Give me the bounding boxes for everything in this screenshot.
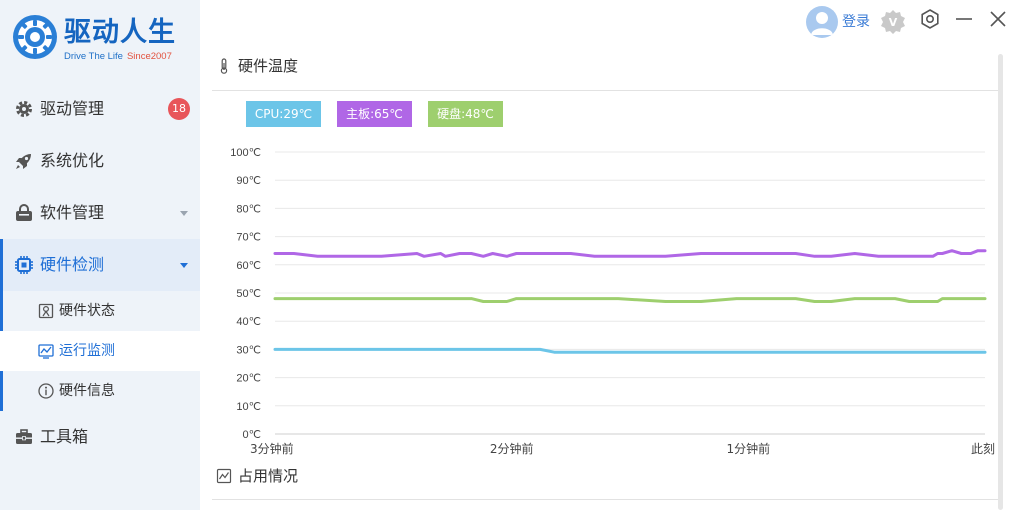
y-tick-label: 40℃ bbox=[236, 316, 261, 328]
scrollbar[interactable] bbox=[998, 54, 1003, 510]
app-title: 驱动人生 bbox=[64, 17, 176, 48]
chip-icon bbox=[15, 256, 33, 274]
device-icon bbox=[38, 303, 54, 319]
close-icon[interactable] bbox=[987, 8, 1009, 30]
sidebar-item-label: 软件管理 bbox=[40, 203, 105, 222]
sidebar-subitem-label: 硬件状态 bbox=[59, 303, 115, 319]
sidebar-item-label: 工具箱 bbox=[40, 427, 89, 446]
series-line-cpu bbox=[273, 347, 987, 354]
y-tick-label: 10℃ bbox=[236, 401, 261, 413]
sidebar: 驱动人生 Drive The Life Since2007 驱动管理 18 系统优… bbox=[0, 0, 200, 510]
x-tick-label: 此刻 bbox=[971, 442, 995, 456]
x-tick-label: 3分钟前 bbox=[250, 441, 294, 456]
y-tick-label: 80℃ bbox=[236, 203, 261, 215]
section-divider-bottom bbox=[212, 499, 998, 500]
sidebar-item-driver-management[interactable]: 驱动管理 bbox=[0, 83, 200, 135]
user-login-area[interactable]: 登录 V bbox=[806, 6, 906, 38]
sidebar-subitem-runtime-monitor[interactable]: 运行监测 bbox=[0, 331, 200, 371]
avatar[interactable] bbox=[806, 6, 838, 38]
sidebar-item-system-optimize[interactable]: 系统优化 bbox=[0, 135, 200, 187]
y-tick-label: 90℃ bbox=[236, 175, 261, 187]
legend-disk: 硬盘:48℃ bbox=[428, 101, 503, 127]
x-tick-label: 1分钟前 bbox=[727, 441, 771, 456]
x-tick-label: 2分钟前 bbox=[490, 441, 534, 456]
settings-icon[interactable] bbox=[919, 8, 941, 30]
toolbox-icon bbox=[16, 429, 32, 444]
thermometer-icon bbox=[220, 58, 228, 74]
legend-cpu: CPU:29℃ bbox=[246, 101, 321, 127]
chart-icon bbox=[216, 468, 232, 484]
section-divider bbox=[212, 90, 998, 91]
y-tick-label: 50℃ bbox=[236, 288, 261, 300]
sidebar-item-toolbox[interactable]: 工具箱 bbox=[0, 411, 200, 463]
sidebar-item-label: 系统优化 bbox=[40, 151, 105, 170]
sidebar-subitem-hardware-status[interactable]: 硬件状态 bbox=[0, 291, 200, 331]
series-line-board bbox=[273, 249, 987, 258]
monitor-icon bbox=[38, 344, 54, 359]
chevron-down-icon bbox=[180, 263, 188, 268]
since-text: Since2007 bbox=[126, 51, 172, 62]
rocket-icon bbox=[16, 154, 31, 169]
y-tick-label: 60℃ bbox=[236, 260, 261, 272]
temperature-chart: 0℃ 10℃ 20℃ 30℃ 40℃ 50℃ 60℃ 70℃ 80℃ 90℃ 100℃ 3分钟前 2分钟… bbox=[230, 147, 995, 456]
minimize-icon[interactable] bbox=[953, 8, 975, 30]
gear-icon bbox=[16, 101, 32, 117]
series-line-disk bbox=[273, 297, 987, 303]
vip-icon[interactable]: V bbox=[880, 9, 906, 35]
avatar-icon bbox=[811, 12, 833, 35]
section-title-text: 硬件温度 bbox=[238, 57, 299, 75]
logo: 驱动人生 Drive The Life Since2007 bbox=[12, 14, 197, 64]
login-link[interactable]: 登录 bbox=[842, 14, 870, 30]
sidebar-item-label: 驱动管理 bbox=[40, 99, 105, 118]
y-tick-label: 30℃ bbox=[236, 344, 261, 356]
subtitle-text: Drive The Life bbox=[64, 51, 123, 62]
sidebar-item-label: 硬件检测 bbox=[40, 255, 105, 274]
sidebar-item-hardware-detect[interactable]: 硬件检测 bbox=[0, 239, 200, 291]
y-tick-label: 20℃ bbox=[236, 373, 261, 385]
chevron-down-icon bbox=[180, 211, 188, 216]
y-tick-label: 0℃ bbox=[243, 429, 261, 441]
info-icon bbox=[38, 383, 54, 399]
app-subtitle: Drive The Life Since2007 bbox=[64, 51, 172, 62]
logo-icon bbox=[13, 15, 57, 59]
y-tick-label: 100℃ bbox=[230, 147, 261, 159]
legend-board: 主板:65℃ bbox=[337, 101, 412, 127]
sidebar-item-software-management[interactable]: 软件管理 bbox=[0, 187, 200, 239]
sidebar-subitem-hardware-info[interactable]: 硬件信息 bbox=[0, 371, 200, 411]
update-count-badge: 18 bbox=[168, 98, 190, 120]
svg-text:V: V bbox=[889, 16, 898, 29]
bag-icon bbox=[16, 204, 32, 221]
y-tick-label: 70℃ bbox=[236, 232, 261, 244]
section-title-text: 占用情况 bbox=[238, 467, 299, 485]
sidebar-subitem-label: 硬件信息 bbox=[59, 383, 115, 399]
sidebar-subitem-label: 运行监测 bbox=[59, 343, 115, 359]
